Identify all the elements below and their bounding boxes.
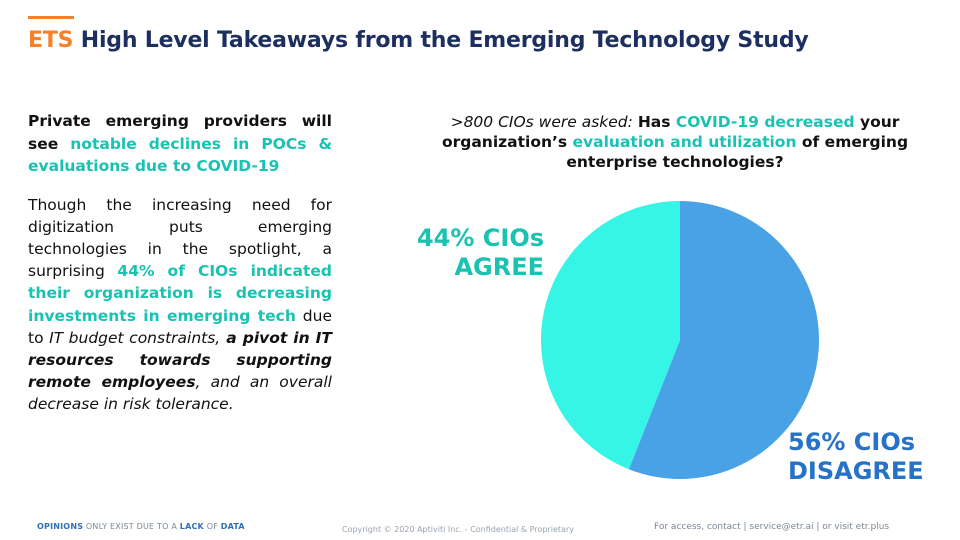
pie-slice-agree	[540, 200, 680, 470]
takeaway-panel: Private emerging providers will see nota…	[28, 110, 332, 416]
agree-label: 44% CIOs AGREE	[384, 224, 544, 282]
title-accent-bar	[28, 16, 74, 19]
question-text-2: your organization’s	[441, 113, 900, 151]
takeaway-headline: Private emerging providers will see nota…	[28, 110, 332, 178]
question-text-1: Has	[637, 113, 676, 131]
body-text-1: Though the increasing need for digitizat…	[28, 195, 332, 281]
title-text: High Level Takeaways from the Emerging T…	[73, 28, 809, 53]
pie-slice-disagree	[628, 201, 819, 480]
body-text-2: due to	[28, 306, 332, 347]
tagline-lack: LACK	[179, 522, 204, 531]
question-highlight-1: COVID-19 decreased	[675, 113, 855, 131]
body-italic-2: , and an overall decrease in risk tolera…	[28, 373, 332, 414]
headline-highlight: notable declines in POCs & evaluations d…	[28, 134, 332, 176]
page-title: ETS High Level Takeaways from the Emergi…	[28, 28, 809, 53]
body-highlight: 44% of CIOs indicated their organization…	[28, 262, 332, 325]
pie-slices	[540, 200, 819, 480]
footer-contact[interactable]: For access, contact | service@etr.ai | o…	[654, 522, 890, 532]
tagline-text-1: ONLY EXIST DUE TO A	[83, 522, 180, 531]
agree-label-category: AGREE	[454, 253, 544, 281]
body-italic-1: IT budget constraints,	[49, 328, 221, 347]
tagline-data: DATA	[220, 522, 245, 531]
takeaway-body: Though the increasing need for digitizat…	[28, 194, 332, 416]
body-bold-italic: a pivot in IT resources towards supporti…	[28, 328, 332, 392]
footer-tagline: OPINIONS ONLY EXIST DUE TO A LACK OF DAT…	[37, 522, 245, 531]
tagline-text-2: OF	[203, 522, 221, 531]
tagline-opinions: OPINIONS	[37, 522, 84, 531]
disagree-label-category: DISAGREE	[788, 457, 924, 485]
question-highlight-2: evaluation and utilization	[572, 133, 797, 151]
survey-question: >800 CIOs were asked: Has COVID-19 decre…	[400, 112, 950, 172]
title-prefix: ETS	[28, 28, 74, 53]
agree-label-value: 44% CIOs	[416, 224, 544, 252]
question-colon: :	[627, 113, 638, 131]
footer-copyright: Copyright © 2020 Aptiviti Inc. - Confide…	[342, 525, 574, 534]
disagree-label: 56% CIOs DISAGREE	[788, 428, 924, 486]
disagree-label-value: 56% CIOs	[788, 428, 916, 456]
question-text-3: of emerging enterprise technologies?	[566, 133, 909, 171]
question-intro: >800 CIOs were asked	[450, 113, 628, 131]
headline-text: Private emerging providers will see	[28, 112, 332, 153]
